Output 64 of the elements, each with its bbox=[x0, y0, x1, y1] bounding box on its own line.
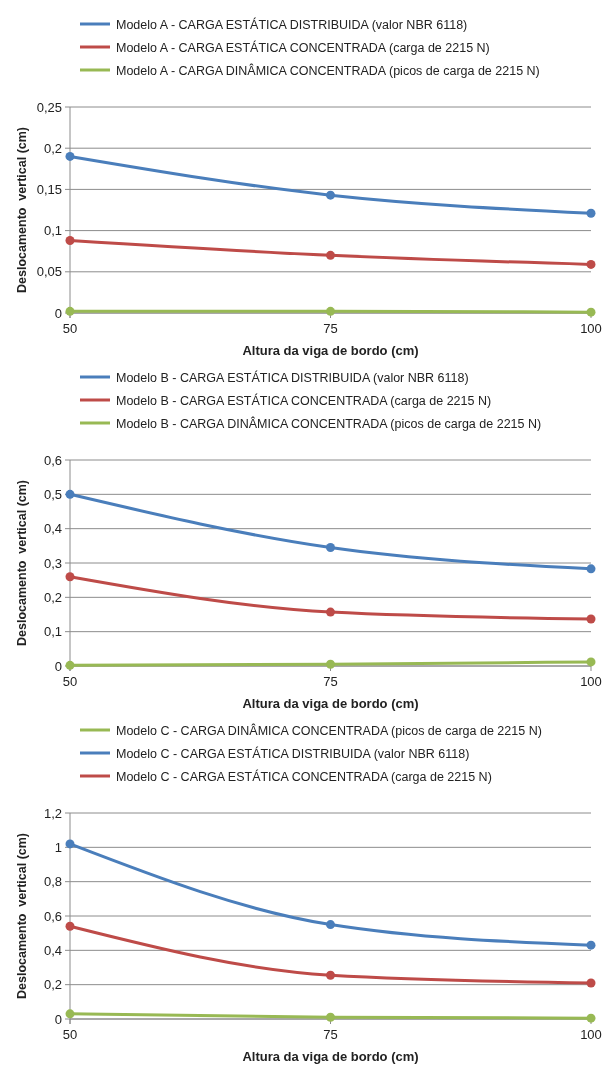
y-tick-label: 0,1 bbox=[43, 223, 62, 239]
y-tick-label: 1 bbox=[54, 839, 62, 855]
y-tick-label: 0,6 bbox=[43, 452, 62, 468]
legend-label: Modelo B - CARGA ESTÁTICA DISTRIBUIDA (valor NBR 6118) bbox=[116, 369, 469, 385]
legend-label: Modelo C - CARGA ESTÁTICA DISTRIBUIDA (valor NBR 6118) bbox=[116, 745, 470, 761]
legend-label: Modelo A - CARGA ESTÁTICA DISTRIBUIDA (valor NBR 6118) bbox=[116, 16, 468, 32]
legend-label: Modelo C - CARGA ESTÁTICA CONCENTRADA (carga de 2215 N) bbox=[116, 768, 492, 784]
x-axis-title: Altura da viga de bordo (cm) bbox=[242, 1049, 419, 1064]
x-tick-label: 75 bbox=[323, 1027, 338, 1042]
x-tick-label: 50 bbox=[62, 674, 78, 689]
point bbox=[326, 190, 335, 200]
y-tick-label: 0,4 bbox=[43, 521, 62, 537]
point bbox=[586, 564, 596, 574]
y-axis-title: Deslocamento vertical (cm) bbox=[15, 126, 29, 294]
point bbox=[586, 657, 596, 667]
point bbox=[586, 978, 596, 988]
point bbox=[326, 1012, 335, 1022]
legend-label: Modelo A - CARGA ESTÁTICA CONCENTRADA (carga de 2215 N) bbox=[116, 39, 490, 55]
x-tick-label: 50 bbox=[62, 321, 78, 336]
point bbox=[65, 151, 75, 161]
x-axis-title: Altura da viga de bordo (cm) bbox=[242, 343, 419, 358]
y-tick-label: 0,15 bbox=[36, 181, 62, 197]
y-axis-title: Deslocamento vertical (cm) bbox=[15, 479, 29, 647]
y-tick-label: 0,2 bbox=[43, 977, 62, 993]
point bbox=[65, 572, 75, 582]
y-tick-label: 0,1 bbox=[43, 624, 62, 640]
x-tick-label: 50 bbox=[62, 1027, 78, 1042]
point bbox=[65, 921, 75, 931]
point bbox=[326, 250, 335, 260]
y-axis-title: Deslocamento vertical (cm) bbox=[15, 832, 29, 1000]
y-tick-label: 0 bbox=[54, 658, 62, 674]
point bbox=[586, 614, 596, 624]
point bbox=[326, 543, 335, 553]
x-tick-label: 100 bbox=[580, 1027, 602, 1042]
y-tick-label: 0,2 bbox=[43, 589, 62, 605]
x-tick-label: 75 bbox=[323, 321, 338, 336]
x-axis-title: Altura da viga de bordo (cm) bbox=[242, 696, 419, 711]
y-tick-label: 0 bbox=[54, 305, 62, 321]
y-tick-label: 0,25 bbox=[36, 99, 62, 115]
y-tick-label: 0,8 bbox=[43, 874, 62, 890]
point bbox=[326, 970, 335, 980]
y-tick-label: 1,2 bbox=[43, 805, 62, 821]
y-tick-label: 0,3 bbox=[43, 555, 62, 571]
y-tick-label: 0 bbox=[54, 1011, 62, 1027]
y-tick-label: 0,2 bbox=[43, 140, 62, 156]
point bbox=[586, 940, 596, 950]
legend-label: Modelo B - CARGA DINÂMICA CONCENTRADA (picos de carga de 2215 N) bbox=[116, 415, 542, 431]
y-tick-label: 0,6 bbox=[43, 908, 62, 924]
x-tick-label: 100 bbox=[580, 321, 602, 336]
y-tick-label: 0,4 bbox=[43, 942, 62, 958]
point bbox=[65, 235, 75, 245]
point bbox=[586, 208, 596, 218]
point bbox=[326, 607, 335, 617]
point bbox=[326, 659, 335, 669]
y-tick-label: 0,05 bbox=[36, 264, 62, 280]
x-tick-label: 100 bbox=[580, 674, 602, 689]
legend-label: Modelo B - CARGA ESTÁTICA CONCENTRADA (carga de 2215 N) bbox=[116, 392, 492, 408]
y-tick-label: 0,5 bbox=[43, 486, 62, 502]
legend-label: Modelo C - CARGA DINÂMICA CONCENTRADA (picos de carga de 2215 N) bbox=[116, 722, 542, 738]
legend-label: Modelo A - CARGA DINÂMICA CONCENTRADA (picos de carga de 2215 N) bbox=[116, 62, 540, 78]
point bbox=[326, 920, 335, 930]
point bbox=[586, 259, 596, 269]
x-tick-label: 75 bbox=[323, 674, 338, 689]
point bbox=[326, 306, 335, 316]
